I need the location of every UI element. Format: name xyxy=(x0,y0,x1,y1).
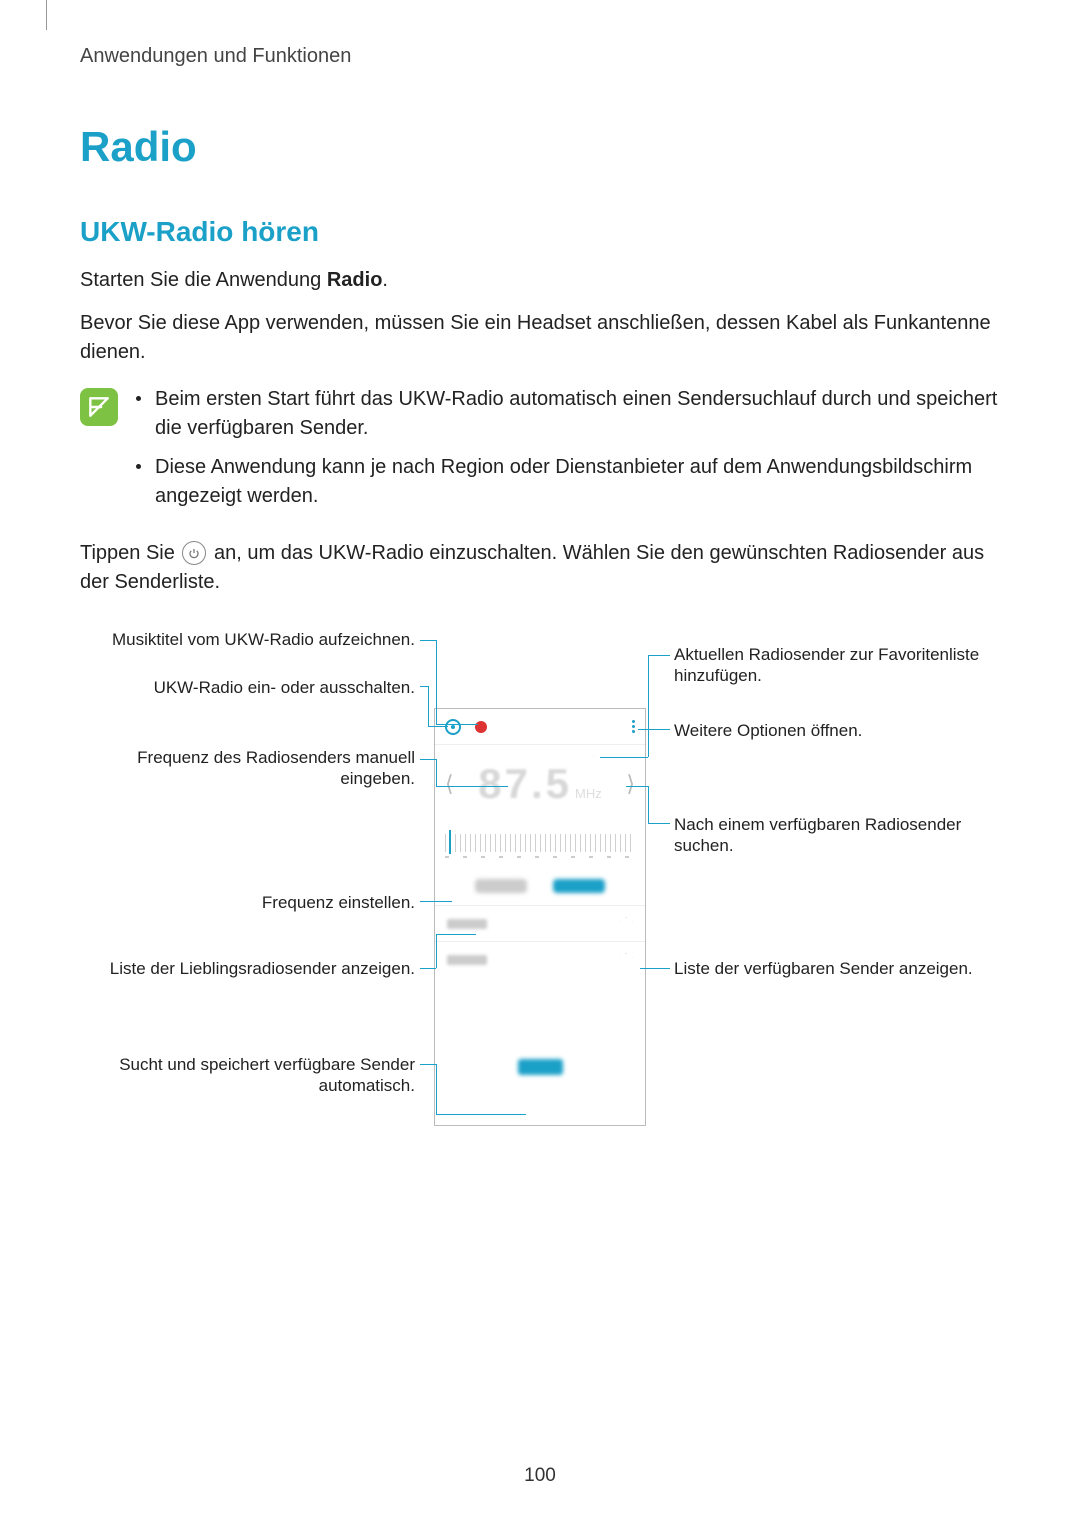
section-title: UKW-Radio hören xyxy=(80,216,1000,248)
bullet-dot xyxy=(136,396,141,401)
lead-line xyxy=(428,726,448,727)
chevron-left-icon: ⟨ xyxy=(445,771,454,797)
preset-pill xyxy=(475,879,527,893)
lead-line xyxy=(420,968,436,969)
page: Anwendungen und Funktionen Radio UKW-Rad… xyxy=(0,0,1080,1142)
ruler-marker xyxy=(449,830,451,854)
phone-toolbar xyxy=(435,709,645,744)
lead-line xyxy=(436,934,437,968)
callout-available: Liste der verfügbaren Sender anzeigen. xyxy=(674,958,984,979)
intro-prefix: Starten Sie die Anwendung xyxy=(80,269,327,291)
note-text: Beim ersten Start führt das UKW-Radio au… xyxy=(155,385,1000,443)
lead-line xyxy=(420,686,428,687)
callout-freq-set: Frequenz einstellen. xyxy=(80,892,415,913)
page-rule xyxy=(46,0,47,30)
callout-scan: Sucht und speichert verfügbare Sender au… xyxy=(80,1054,415,1097)
lead-line xyxy=(436,934,476,935)
lead-line xyxy=(626,786,648,787)
lead-line xyxy=(640,968,670,969)
scan-area xyxy=(435,977,645,1087)
station-row xyxy=(435,941,645,977)
tip-after: an, um das UKW-Radio einzuschalten. Wähl… xyxy=(80,542,984,593)
intro-suffix: . xyxy=(382,269,388,291)
callout-toggle: UKW-Radio ein- oder ausschalten. xyxy=(80,677,415,698)
phone-screenshot: ⟨ 87.5MHz ⟩ xyxy=(434,708,646,1126)
bullet-dot xyxy=(136,464,141,469)
star-icon xyxy=(619,953,633,967)
lead-line xyxy=(420,640,436,641)
lead-line xyxy=(648,786,649,823)
lead-line xyxy=(436,1064,437,1114)
note-block: Beim ersten Start führt das UKW-Radio au… xyxy=(80,385,1000,521)
list-item: Beim ersten Start führt das UKW-Radio au… xyxy=(136,385,1000,443)
toolbar-left xyxy=(445,719,487,735)
station-label xyxy=(447,919,487,929)
frequency-row: ⟨ 87.5MHz ⟩ xyxy=(435,744,645,822)
lead-line xyxy=(436,640,437,724)
lead-line xyxy=(428,686,429,726)
intro-bold: Radio xyxy=(327,269,383,291)
lead-line xyxy=(600,757,648,758)
star-icon xyxy=(619,917,633,931)
intro: Starten Sie die Anwendung Radio. xyxy=(80,266,1000,295)
scan-button xyxy=(518,1059,563,1075)
ruler-dots xyxy=(445,856,635,858)
frequency-display: 87.5MHz xyxy=(478,760,601,808)
paragraph: Bevor Sie diese App verwenden, müssen Si… xyxy=(80,309,1000,367)
note-icon xyxy=(80,388,118,426)
frequency-value: 87.5 xyxy=(478,760,572,807)
callout-fav-list: Liste der Lieblingsradiosender anzeigen. xyxy=(80,958,415,979)
lead-line xyxy=(648,823,670,824)
lead-line xyxy=(648,655,670,656)
callout-freq-manual: Frequenz des Radiosenders manuell eingeb… xyxy=(80,747,415,790)
more-icon xyxy=(632,720,635,733)
preset-pill xyxy=(553,879,605,893)
station-row xyxy=(435,905,645,941)
lead-line xyxy=(436,759,437,786)
callout-record: Musiktitel vom UKW-Radio aufzeichnen. xyxy=(80,629,415,650)
lead-line xyxy=(638,729,670,730)
frequency-ruler xyxy=(435,822,645,867)
lead-line xyxy=(420,901,452,902)
frequency-unit: MHz xyxy=(575,786,602,801)
note-text: Diese Anwendung kann je nach Region oder… xyxy=(155,453,1000,511)
page-number: 100 xyxy=(0,1465,1080,1487)
list-item: Diese Anwendung kann je nach Region oder… xyxy=(136,453,1000,511)
lead-line xyxy=(648,655,649,757)
chevron-right-icon: ⟩ xyxy=(626,771,635,797)
tip-paragraph: Tippen Sie an, um das UKW-Radio einzusch… xyxy=(80,539,1000,597)
lead-line xyxy=(436,724,478,725)
lead-line xyxy=(420,759,436,760)
diagram: ⟨ 87.5MHz ⟩ xyxy=(80,622,1000,1142)
power-icon xyxy=(182,541,206,565)
lead-line xyxy=(436,786,508,787)
preset-row xyxy=(435,867,645,905)
tip-before: Tippen Sie xyxy=(80,542,180,564)
page-title: Radio xyxy=(80,123,1000,171)
note-list: Beim ersten Start führt das UKW-Radio au… xyxy=(136,385,1000,521)
callout-options: Weitere Optionen öffnen. xyxy=(674,720,984,741)
breadcrumb: Anwendungen und Funktionen xyxy=(80,45,1000,68)
callout-search: Nach einem verfügbaren Radiosender suche… xyxy=(674,814,984,857)
callout-add-fav: Aktuellen Radiosender zur Favoritenliste… xyxy=(674,644,984,687)
lead-line xyxy=(420,1064,436,1065)
lead-line xyxy=(436,1114,526,1115)
record-icon xyxy=(475,721,487,733)
station-label xyxy=(447,955,487,965)
